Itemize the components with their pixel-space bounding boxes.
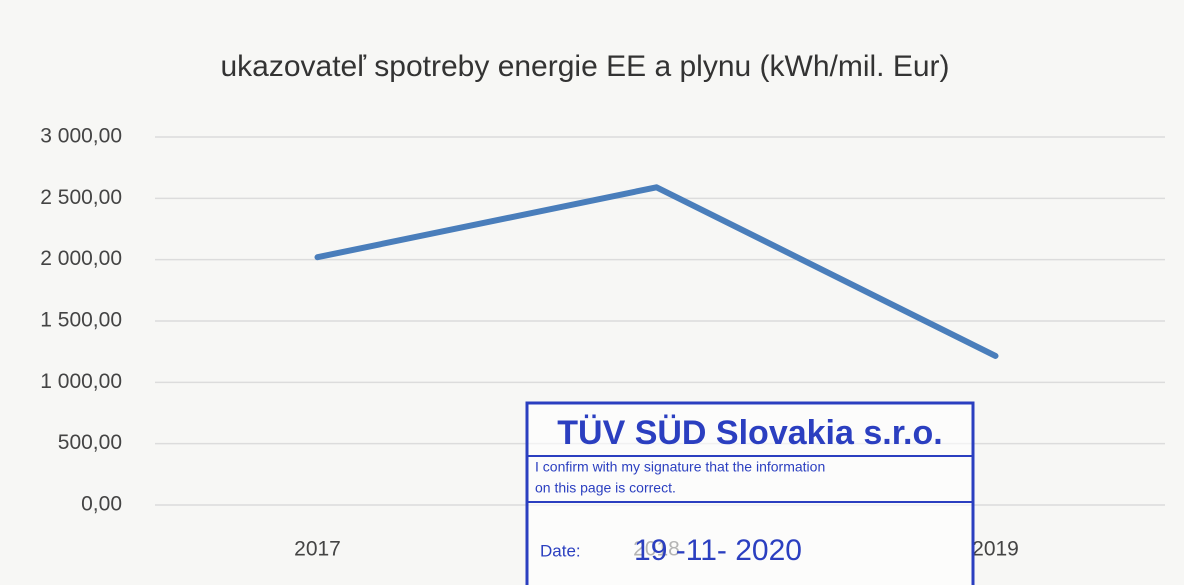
stamp-confirm: on this page is correct. <box>535 480 676 496</box>
stamp-date: 19 -11- 2020 <box>634 534 802 567</box>
y-tick-label: 3 000,00 <box>40 125 122 148</box>
y-tick-label: 1 500,00 <box>40 309 122 332</box>
chart-title: ukazovateľ spotreby energie EE a plynu (… <box>220 50 949 83</box>
stamp: TÜV SÜD Slovakia s.r.o. I confirm with m… <box>525 401 975 585</box>
y-tick-label: 2 500,00 <box>40 186 122 209</box>
x-tick-label: 2019 <box>972 538 1019 561</box>
plot-area: 0,00 500,00 1 000,00 1 500,00 2 000,00 2 500,… <box>40 125 1165 561</box>
y-tick-label: 1 000,00 <box>40 370 122 393</box>
x-tick-label: 2017 <box>294 538 341 561</box>
data-line <box>314 184 999 359</box>
stamp-confirm: I confirm with my signature that the inf… <box>535 459 825 475</box>
stamp-frame <box>525 401 975 585</box>
stamp-date-label: Date: <box>540 541 581 560</box>
y-tick-label: 2 000,00 <box>40 247 122 270</box>
stamp-company: TÜV SÜD Slovakia s.r.o. <box>557 414 942 452</box>
y-tick-label: 0,00 <box>81 493 122 516</box>
y-tick-label: 500,00 <box>58 431 122 454</box>
